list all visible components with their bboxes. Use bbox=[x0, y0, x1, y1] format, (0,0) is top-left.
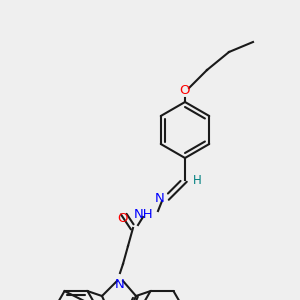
Text: N: N bbox=[115, 278, 125, 291]
Text: N: N bbox=[155, 191, 165, 205]
Text: H: H bbox=[193, 173, 202, 187]
Text: O: O bbox=[180, 84, 190, 97]
Text: NH: NH bbox=[134, 208, 153, 220]
Text: O: O bbox=[118, 212, 128, 224]
